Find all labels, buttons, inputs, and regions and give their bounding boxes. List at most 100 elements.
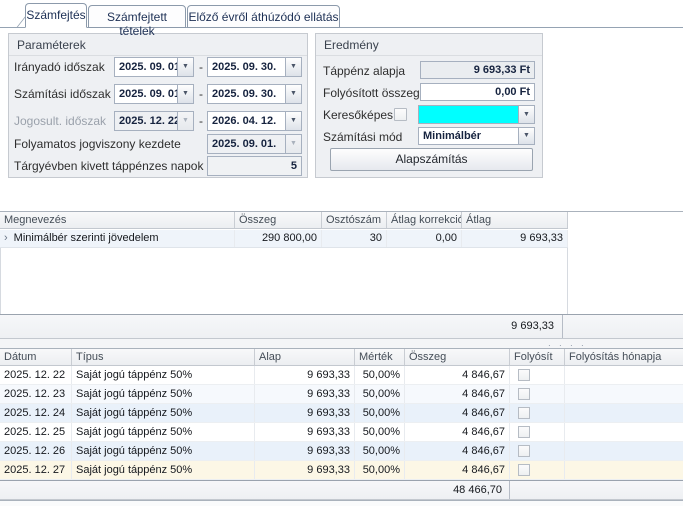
cell-folyositas-honapja [565,442,683,460]
tab-szamfejtett-tetelek[interactable]: Számfejtett tételek [88,5,186,28]
dropdown-arrow-icon[interactable]: ▼ [518,128,534,144]
tab-szamfejtes[interactable]: Számfejtés [25,3,87,28]
field-value: 5 [208,157,301,175]
cell-folyosit [510,461,565,479]
income-summary-atlag: 9 693,33 [0,315,563,338]
detail-grid-row[interactable]: 2025. 12. 26 Saját jogú táppénz 50% 9 69… [0,442,683,461]
tappenzes-napok-field[interactable]: 5 [207,156,302,176]
cell-osszeg: 4 846,67 [405,461,510,479]
dropdown-arrow-icon[interactable]: ▼ [285,112,301,130]
folyosit-checkbox[interactable] [518,426,530,438]
detail-grid-row[interactable]: 2025. 12. 25 Saját jogú táppénz 50% 9 69… [0,423,683,442]
keresokepes-label: Keresőképes [323,105,393,125]
income-osztoszam: 30 [322,230,387,247]
cell-mertek: 50,00% [355,385,405,403]
jogosult-to-dateedit[interactable]: 2026. 04. 12. ▼ [207,111,302,131]
cell-folyositas-honapja [565,385,683,403]
detail-grid-summary: 48 466,70 [0,480,683,500]
dropdown-arrow-icon[interactable]: ▼ [177,85,193,103]
dropdown-arrow-icon: ▼ [177,112,193,130]
column-header-tipus[interactable]: Típus [72,349,255,365]
cell-tipus: Saját jogú táppénz 50% [72,366,255,384]
cell-tipus: Saját jogú táppénz 50% [72,385,255,403]
tappenz-alapja-label: Táppénz alapja [323,61,405,81]
cell-folyositas-honapja [565,423,683,441]
iranyado-to-dateedit[interactable]: 2025. 09. 30. ▼ [207,57,302,77]
szamitasi-mod-combo[interactable]: Minimálbér ▼ [418,127,535,145]
date-value: 2026. 04. 12. [208,112,285,130]
cell-tipus: Saját jogú táppénz 50% [72,461,255,479]
detail-grid-row[interactable]: 2025. 12. 24 Saját jogú táppénz 50% 9 69… [0,404,683,423]
tab-label: Számfejtett tételek [89,6,185,38]
column-header-atlag-korrekcio[interactable]: Átlag korrekció [387,212,462,228]
folyositott-osszeg-label: Folyósított összeg [323,83,420,103]
column-header-alap[interactable]: Alap [255,349,355,365]
cell-datum: 2025. 12. 26 [0,442,72,460]
cell-datum: 2025. 12. 23 [0,385,72,403]
range-separator: - [197,57,205,77]
iranyado-from-dateedit[interactable]: 2025. 09. 01. ▼ [114,57,194,77]
dropdown-arrow-icon[interactable]: ▼ [285,58,301,76]
range-separator: - [197,84,205,104]
column-header-mertek[interactable]: Mérték [355,349,405,365]
folyosit-checkbox[interactable] [518,369,530,381]
income-grid-row[interactable]: › Minimálbér szerinti jövedelem 290 800,… [0,230,568,248]
horizontal-splitter[interactable]: ∙ ∙ ∙ ∙ [0,339,683,348]
column-header-folyositas-honapja[interactable]: Folyósítás hónapja [565,349,683,365]
folyositott-osszeg-field[interactable]: 0,00 Ft [420,83,535,101]
tappenz-alapja-field[interactable]: 9 693,33 Ft [420,61,535,79]
payroll-window: Számfejtés Számfejtett tételek Előző évr… [0,0,683,506]
column-header-osztoszam[interactable]: Osztószám [322,212,387,228]
detail-grid-row-focused[interactable]: 2025. 12. 27 Saját jogú táppénz 50% 9 69… [0,461,683,480]
cell-mertek: 50,00% [355,423,405,441]
dropdown-arrow-icon[interactable]: ▼ [177,58,193,76]
alapszamitas-button[interactable]: Alapszámítás [330,148,533,171]
cell-folyositas-honapja [565,404,683,422]
expand-chevron-icon[interactable]: › [4,230,14,247]
cell-datum: 2025. 12. 24 [0,404,72,422]
cell-alap: 9 693,33 [255,423,355,441]
cell-mertek: 50,00% [355,442,405,460]
cell-folyosit [510,385,565,403]
range-separator: - [197,111,205,131]
keresokepes-combo[interactable]: ▼ [418,105,535,124]
detail-grid-row[interactable]: 2025. 12. 22 Saját jogú táppénz 50% 9 69… [0,366,683,385]
cell-osszeg: 4 846,67 [405,442,510,460]
column-header-folyosit[interactable]: Folyósít [510,349,565,365]
cell-osszeg: 4 846,67 [405,423,510,441]
cell-tipus: Saját jogú táppénz 50% [72,404,255,422]
date-value: 2025. 09. 01. [115,58,177,76]
income-grid-empty-area [0,248,568,314]
detail-grid-row[interactable]: 2025. 12. 23 Saját jogú táppénz 50% 9 69… [0,385,683,404]
tab-elozo-evrol-athuzodo[interactable]: Előző évről áthúzódó ellátás [187,5,340,28]
szamitasi-from-dateedit[interactable]: 2025. 09. 01. ▼ [114,84,194,104]
folyosit-checkbox[interactable] [518,388,530,400]
folyosit-checkbox[interactable] [518,407,530,419]
income-atlag: 9 693,33 [462,230,568,247]
column-header-datum[interactable]: Dátum [0,349,72,365]
column-header-megnevezes[interactable]: Megnevezés [0,212,235,228]
folyosit-checkbox[interactable] [518,445,530,457]
dropdown-arrow-icon[interactable]: ▼ [285,85,301,103]
column-header-osszeg[interactable]: Összeg [235,212,322,228]
jogosult-idoszak-label: Jogosult. időszak [14,111,106,131]
cell-mertek: 50,00% [355,461,405,479]
szamitasi-to-dateedit[interactable]: 2025. 09. 30. ▼ [207,84,302,104]
folyosit-checkbox[interactable] [518,464,530,476]
column-header-atlag[interactable]: Átlag [462,212,568,228]
keresokepes-checkbox[interactable] [394,108,407,121]
cell-osszeg: 4 846,67 [405,385,510,403]
date-value: 2025. 09. 30. [208,58,285,76]
jogosult-from-dateedit: 2025. 12. 22. ▼ [114,111,194,131]
date-value: 2025. 09. 30. [208,85,285,103]
dropdown-arrow-icon[interactable]: ▼ [518,106,534,123]
column-header-osszeg2[interactable]: Összeg [405,349,510,365]
income-grid-header: Megnevezés Összeg Osztószám Átlag korrek… [0,212,568,229]
detail-grid-header: Dátum Típus Alap Mérték Összeg Folyósít … [0,348,683,366]
cell-folyositas-honapja [565,366,683,384]
income-grid-summary: 9 693,33 [0,314,683,339]
szamitasi-mod-label: Számítási mód [323,127,402,147]
result-group-title: Eredmény [316,34,542,56]
income-name-cell: › Minimálbér szerinti jövedelem [0,230,235,247]
dropdown-arrow-icon: ▼ [285,135,301,153]
